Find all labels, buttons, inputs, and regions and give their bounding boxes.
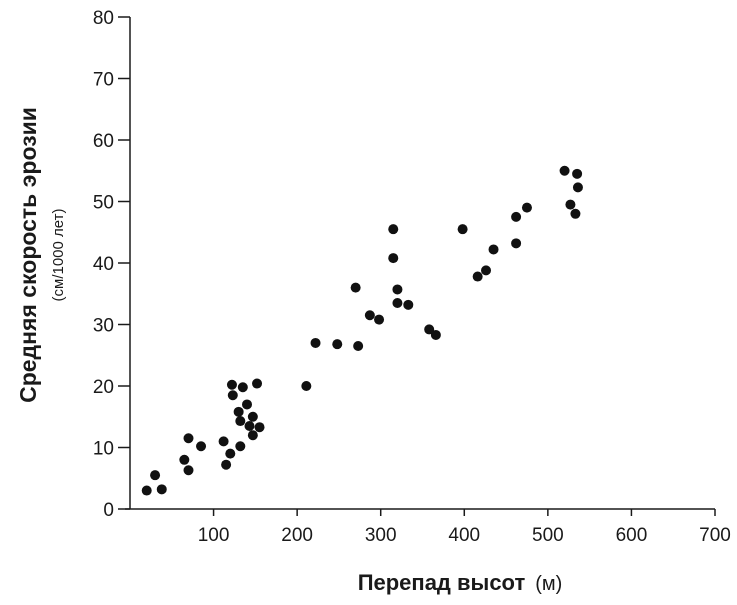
y-axis: 0 10 20 30 40 50 60 70 80 xyxy=(93,8,131,521)
data-point xyxy=(457,224,468,235)
y-tick-label: 20 xyxy=(93,377,114,398)
data-point xyxy=(403,299,414,310)
data-points xyxy=(141,165,583,496)
data-point xyxy=(179,454,190,465)
y-tick-label: 30 xyxy=(93,316,114,337)
x-axis: 100 200 300 400 500 600 700 xyxy=(125,508,731,546)
y-tick-label: 60 xyxy=(93,131,114,152)
data-point xyxy=(141,485,152,496)
data-point xyxy=(388,224,399,235)
y-tick-label: 10 xyxy=(93,439,114,460)
x-tick-label: 400 xyxy=(448,525,480,546)
data-point xyxy=(559,165,570,176)
data-point xyxy=(521,202,532,213)
data-point xyxy=(247,411,258,422)
data-point xyxy=(392,284,403,295)
data-point xyxy=(430,329,441,340)
y-tick-label: 50 xyxy=(93,193,114,214)
x-tick-label: 200 xyxy=(281,525,313,546)
x-axis-title-main: Перепад высот xyxy=(358,570,526,595)
data-point xyxy=(353,341,364,352)
y-axis-title: Средняя скорость эрозии (см/1000 лет) xyxy=(15,107,67,403)
data-point xyxy=(233,406,244,417)
data-point xyxy=(472,271,483,282)
data-point xyxy=(226,379,237,390)
data-point xyxy=(310,337,321,348)
x-axis-title: Перепад высот (м) xyxy=(358,570,563,595)
data-point xyxy=(183,433,194,444)
data-point xyxy=(244,420,255,431)
data-point xyxy=(301,381,312,391)
data-point xyxy=(392,297,403,308)
data-point xyxy=(237,382,248,393)
data-point xyxy=(150,470,161,481)
data-point xyxy=(247,430,258,441)
y-tick-label: 0 xyxy=(103,500,114,521)
data-point xyxy=(488,244,499,255)
y-tick-label: 80 xyxy=(93,8,114,29)
x-tick-label: 600 xyxy=(616,525,648,546)
data-point xyxy=(570,208,581,219)
data-point xyxy=(350,282,361,293)
data-point xyxy=(254,422,265,433)
y-tick-label: 70 xyxy=(93,70,114,91)
data-point xyxy=(242,399,252,410)
x-tick-label: 500 xyxy=(532,525,564,546)
y-axis-title-main: Средняя скорость эрозии xyxy=(15,107,41,403)
data-point xyxy=(196,441,207,452)
data-point xyxy=(511,238,522,249)
data-point xyxy=(511,211,522,222)
x-tick-label: 300 xyxy=(365,525,397,546)
data-point xyxy=(225,448,236,459)
data-point xyxy=(218,436,229,447)
y-axis-title-unit: (см/1000 лет) xyxy=(50,209,67,302)
data-point xyxy=(235,441,246,452)
x-tick-label: 700 xyxy=(699,525,731,546)
data-point xyxy=(183,465,194,476)
data-point xyxy=(332,339,343,350)
data-point xyxy=(227,390,238,401)
data-point xyxy=(424,324,435,335)
data-point xyxy=(565,199,576,210)
data-point xyxy=(572,168,583,179)
x-tick-label: 100 xyxy=(198,525,230,546)
data-point xyxy=(374,314,385,325)
data-point xyxy=(252,378,263,389)
data-point xyxy=(235,416,246,427)
y-tick-label: 40 xyxy=(93,254,114,275)
data-point xyxy=(481,265,492,276)
data-point xyxy=(221,459,232,470)
data-point xyxy=(364,310,375,321)
data-point xyxy=(156,484,167,495)
data-point xyxy=(572,182,583,193)
x-axis-title-unit: (м) xyxy=(535,573,562,595)
data-point xyxy=(388,253,399,264)
